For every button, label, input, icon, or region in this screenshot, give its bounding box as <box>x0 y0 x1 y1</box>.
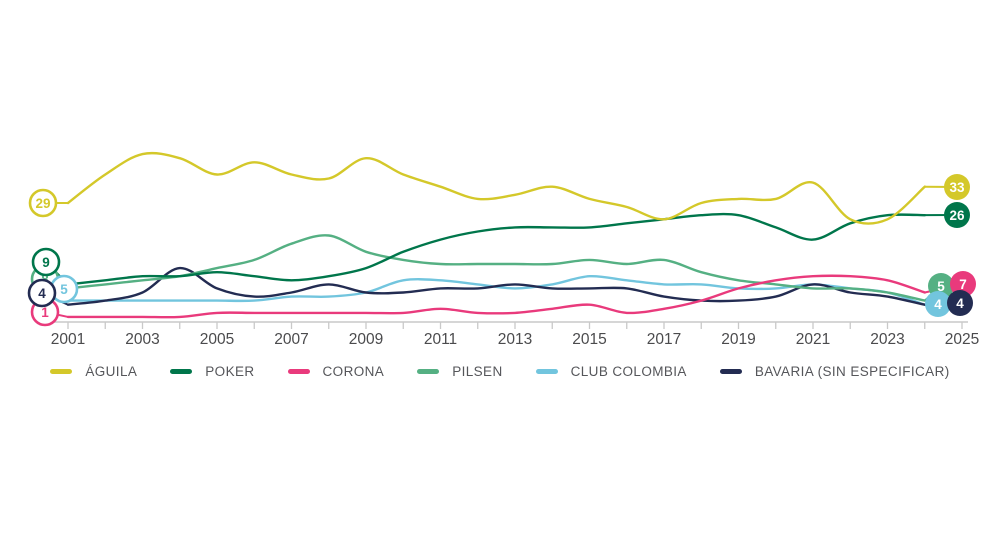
legend-swatch-bavaria <box>720 369 742 374</box>
x-axis-label: 2015 <box>572 331 606 348</box>
start-badge-aguila: 29 <box>30 190 56 216</box>
x-axis-label: 2009 <box>349 331 383 348</box>
end-badge-aguila: 33 <box>944 174 970 200</box>
legend-label-corona: CORONA <box>323 364 385 379</box>
legend-label-aguila: ÁGUILA <box>85 364 137 379</box>
end-badge-bavaria: 4 <box>947 290 973 316</box>
x-axis-label: 2003 <box>125 331 159 348</box>
legend-item-pilsen: PILSEN <box>417 364 502 379</box>
end-badge-poker: 26 <box>944 202 970 228</box>
x-axis-label: 2001 <box>51 331 85 348</box>
series-line-club-colombia <box>68 276 925 305</box>
legend-swatch-corona <box>288 369 310 374</box>
badge-value: 33 <box>949 180 965 195</box>
start-badge-poker: 9 <box>33 249 59 275</box>
legend-swatch-poker <box>170 369 192 374</box>
badge-value: 4 <box>934 297 942 312</box>
legend-label-poker: POKER <box>205 364 254 379</box>
legend-swatch-aguila <box>50 369 72 374</box>
legend-label-bavaria: BAVARIA (SIN ESPECIFICAR) <box>755 364 950 379</box>
x-axis-label: 2023 <box>870 331 904 348</box>
x-axis-label: 2005 <box>200 331 234 348</box>
x-axis-label: 2021 <box>796 331 830 348</box>
legend-item-aguila: ÁGUILA <box>50 364 137 379</box>
badge-value: 26 <box>949 208 965 223</box>
legend-item-poker: POKER <box>170 364 254 379</box>
x-axis-label: 2011 <box>424 331 457 348</box>
badge-value: 29 <box>35 196 50 211</box>
x-axis-label: 2013 <box>498 331 532 348</box>
legend-item-club-colombia: CLUB COLOMBIA <box>536 364 687 379</box>
series-line-corona <box>68 276 925 317</box>
series-line-pilsen <box>68 235 925 300</box>
legend-item-corona: CORONA <box>288 364 385 379</box>
legend-label-pilsen: PILSEN <box>452 364 502 379</box>
x-axis-label: 2007 <box>274 331 308 348</box>
start-badge-bavaria: 4 <box>29 280 55 306</box>
legend-label-club-colombia: CLUB COLOMBIA <box>571 364 687 379</box>
badge-value: 9 <box>42 255 50 270</box>
x-axis-label: 2019 <box>721 331 755 348</box>
legend: ÁGUILA POKER CORONA PILSEN CLUB COLOMBIA BAVA… <box>0 364 1000 379</box>
badge-value: 5 <box>60 282 68 297</box>
badge-value: 4 <box>38 286 46 301</box>
series-line-poker <box>68 214 925 284</box>
badge-value: 4 <box>956 296 964 311</box>
legend-swatch-pilsen <box>417 369 439 374</box>
x-axis-label: 2017 <box>647 331 681 348</box>
badge-value: 7 <box>959 277 967 292</box>
legend-swatch-club-colombia <box>536 369 558 374</box>
x-axis-label: 2025 <box>945 331 979 348</box>
series-line-aguila <box>68 153 925 223</box>
legend-item-bavaria: BAVARIA (SIN ESPECIFICAR) <box>720 364 950 379</box>
